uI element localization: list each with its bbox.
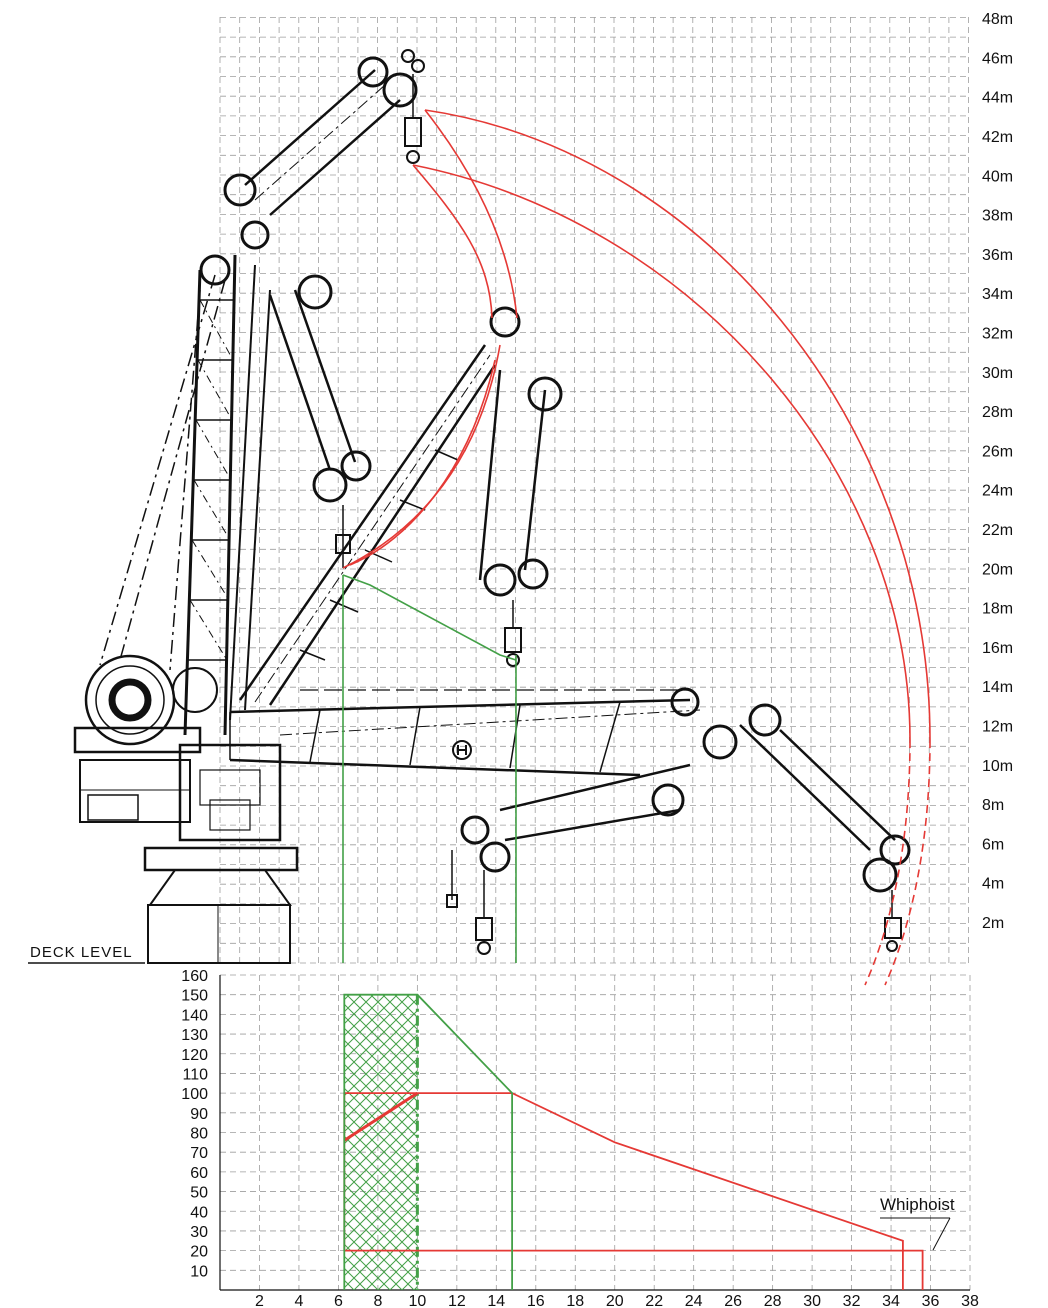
winch-drum-icon (84, 654, 218, 746)
x-tick-label: 36 (922, 1293, 940, 1308)
hook-block-icon (404, 117, 422, 147)
x-tick-label: 28 (764, 1293, 782, 1308)
height-tick-label: 34m (982, 286, 1013, 303)
elevation-grid (219, 16, 970, 964)
x-tick-label: 38 (961, 1293, 979, 1308)
crane-tower (183, 173, 271, 736)
x-tick-label: 34 (882, 1293, 900, 1308)
load-curve-1 (344, 1249, 924, 1290)
crane-house (73, 726, 282, 842)
height-tick-label: 16m (982, 640, 1013, 657)
x-tick-label: 14 (487, 1293, 505, 1308)
y-tick-label: 110 (182, 1066, 208, 1083)
height-tick-label: 32m (982, 326, 1013, 343)
x-tick-label: 22 (645, 1293, 663, 1308)
y-tick-label: 100 (181, 1086, 208, 1103)
y-tick-label: 20 (190, 1244, 208, 1261)
y-tick-label: 10 (190, 1263, 208, 1280)
deck-level-label: DECK LEVEL (30, 944, 133, 961)
height-tick-label: 42m (982, 129, 1013, 146)
height-tick-label: 4m (982, 876, 1004, 893)
x-tick-label: 24 (685, 1293, 703, 1308)
y-tick-label: 80 (190, 1126, 208, 1143)
y-tick-label: 150 (181, 988, 208, 1005)
y-tick-label: 90 (190, 1106, 208, 1123)
height-tick-label: 30m (982, 365, 1013, 382)
height-tick-label: 44m (982, 90, 1013, 107)
height-tick-label: 38m (982, 208, 1013, 225)
upper-boom (244, 49, 425, 568)
height-tick-label: 20m (982, 561, 1013, 578)
height-tick-label: 48m (982, 11, 1013, 28)
hatched-region (343, 994, 419, 1290)
reach-lines (342, 574, 517, 963)
height-tick-label: 8m (982, 797, 1004, 814)
x-tick-label: 4 (294, 1293, 303, 1308)
height-tick-label: 22m (982, 522, 1013, 539)
y-tick-label: 120 (181, 1047, 208, 1064)
y-tick-label: 130 (181, 1027, 208, 1044)
height-tick-label: 12m (982, 719, 1013, 736)
height-axis-labels: 2m 4m 6m 8m 10m 12m 14m 16m 18m 20m 22m 24m 26m 28m 30… (982, 11, 1013, 932)
mid-boom (238, 306, 563, 706)
x-tick-label: 20 (606, 1293, 624, 1308)
boom-tip-sheave-icon (357, 56, 389, 88)
tower-sheave-icon (199, 254, 231, 286)
height-tick-label: 26m (982, 443, 1013, 460)
x-tick-label: 2 (255, 1293, 264, 1308)
backstay (99, 274, 226, 671)
y-tick-label: 50 (190, 1185, 208, 1202)
load-chart: 2 4 6 8 10 12 14 16 18 20 22 24 26 28 30 32 34 36 38 10203… (181, 968, 979, 1308)
x-tick-label: 18 (566, 1293, 584, 1308)
x-tick-label: 16 (527, 1293, 545, 1308)
whiphoist-annotation: Whiphoist (880, 1195, 955, 1251)
height-tick-label: 28m (982, 404, 1013, 421)
y-tick-label: 160 (181, 968, 208, 985)
height-tick-label: 46m (982, 50, 1013, 67)
x-tick-label: 6 (334, 1293, 343, 1308)
radius-arcs (342, 109, 931, 986)
x-tick-label: 30 (803, 1293, 821, 1308)
x-axis-ticks: 2 4 6 8 10 12 14 16 18 20 22 24 26 28 30 32 34 36 38 (255, 1293, 979, 1308)
y-tick-label: 30 (190, 1224, 208, 1241)
y-tick-label: 40 (190, 1204, 208, 1221)
y-tick-label: 140 (181, 1007, 208, 1024)
manufacturer-logo (452, 740, 472, 760)
whiphoist-label: Whiphoist (880, 1195, 955, 1214)
height-tick-label: 40m (982, 168, 1013, 185)
x-tick-label: 12 (448, 1293, 466, 1308)
crane-pedestal (143, 846, 299, 964)
height-tick-label: 36m (982, 247, 1013, 264)
height-tick-label: 24m (982, 483, 1013, 500)
height-tick-label: 18m (982, 601, 1013, 618)
deck-level-marker: DECK LEVEL (28, 944, 145, 964)
x-tick-label: 26 (724, 1293, 742, 1308)
load-chart-series (343, 993, 924, 1290)
x-tick-label: 10 (408, 1293, 426, 1308)
load-curve-2 (343, 993, 513, 1290)
x-tick-label: 8 (373, 1293, 382, 1308)
horizontal-boom (229, 687, 911, 955)
y-tick-label: 60 (190, 1165, 208, 1182)
height-tick-label: 14m (982, 679, 1013, 696)
height-tick-label: 6m (982, 836, 1004, 853)
y-axis-ticks: 10 20 30 40 50 60 70 80 90 100 110 120 130 140 150 160 (181, 968, 208, 1280)
crane-structure (73, 49, 911, 964)
height-tick-label: 2m (982, 915, 1004, 932)
y-tick-label: 70 (190, 1145, 208, 1162)
height-tick-label: 10m (982, 758, 1013, 775)
x-tick-label: 32 (843, 1293, 861, 1308)
